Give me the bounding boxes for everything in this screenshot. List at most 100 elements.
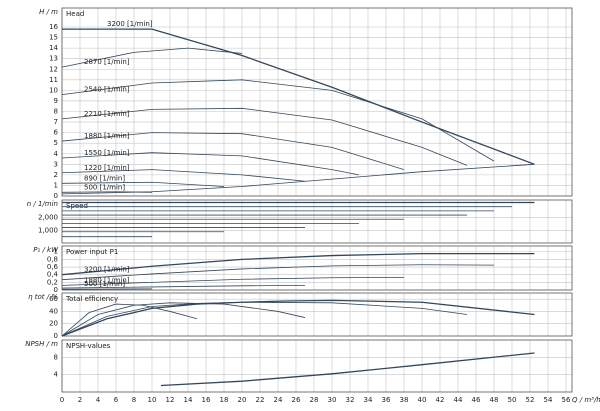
- y-axis-label: η tot / %: [28, 293, 58, 301]
- x-tick-label: 20: [238, 396, 247, 404]
- y-axis-label: NPSH / m: [25, 340, 58, 348]
- y-tick-label: 2,000: [38, 214, 58, 222]
- y-tick-label: 4: [54, 371, 59, 379]
- x-tick-label: 42: [436, 396, 445, 404]
- curve: [61, 302, 306, 337]
- x-tick-label: 48: [490, 396, 499, 404]
- x-tick-label: 56: [562, 396, 571, 404]
- y-tick-label: 3: [54, 160, 58, 168]
- y-tick-label: 8: [54, 108, 58, 116]
- y-tick-label: 11: [49, 76, 58, 84]
- curve: [61, 285, 306, 289]
- y-tick-label: 60: [49, 295, 58, 303]
- curve-label: 1880 [1/min]: [84, 276, 130, 284]
- y-tick-label: 2: [54, 171, 58, 179]
- panel-frame: [61, 199, 573, 244]
- y-tick-label: 0: [54, 192, 58, 200]
- x-tick-label: 10: [148, 396, 157, 404]
- y-tick-label: 0,8: [47, 255, 58, 263]
- curve: [61, 169, 306, 182]
- x-tick-label: 40: [418, 396, 427, 404]
- curve-label: 2210 [1/min]: [84, 110, 130, 118]
- y-tick-label: 16: [49, 23, 58, 31]
- y-tick-label: 1: [54, 181, 58, 189]
- x-tick-label: 52: [526, 396, 535, 404]
- curve: [62, 28, 535, 165]
- y-tick-label: 13: [49, 55, 58, 63]
- curve: [61, 303, 198, 337]
- curve-label: 3200 [1/min]: [84, 266, 130, 274]
- curve-label: 1880 [1/min]: [84, 132, 130, 140]
- curve: [61, 47, 243, 68]
- x-axis-label: Q / m³/h: [572, 396, 600, 404]
- panel-frame: [61, 245, 573, 291]
- y-tick-label: 1: [54, 248, 58, 256]
- panel-title: Total efficiency: [65, 295, 118, 303]
- x-tick-label: 38: [400, 396, 409, 404]
- x-tick-label: 30: [328, 396, 337, 404]
- y-tick-label: 14: [49, 44, 58, 52]
- y-tick-label: 7: [54, 118, 58, 126]
- x-tick-label: 12: [166, 396, 175, 404]
- panel-title: Head: [66, 10, 84, 18]
- x-tick-label: 18: [220, 396, 229, 404]
- y-tick-label: 12: [49, 65, 58, 73]
- curve: [61, 264, 495, 281]
- curve: [160, 352, 535, 387]
- x-tick-label: 14: [184, 396, 193, 404]
- panel-frame: [61, 7, 573, 197]
- y-tick-label: 0,2: [47, 278, 58, 286]
- curve-label: 1220 [1/min]: [84, 164, 130, 172]
- y-tick-label: 0,4: [47, 271, 59, 279]
- y-axis-label: P₁ / kW: [33, 246, 59, 254]
- curve-label: 890 [1/min]: [84, 174, 125, 182]
- curve-label: 2540 [1/min]: [84, 86, 130, 94]
- y-tick-label: 4: [54, 150, 59, 158]
- y-tick-label: 15: [49, 34, 58, 42]
- curve: [61, 163, 535, 195]
- y-tick-label: 8: [54, 353, 58, 361]
- curve: [61, 181, 225, 187]
- y-tick-label: 5: [54, 139, 58, 147]
- x-tick-label: 44: [454, 396, 463, 404]
- curve: [61, 132, 405, 170]
- y-tick-label: 0: [54, 286, 58, 294]
- y-tick-label: 9: [54, 97, 58, 105]
- panel-title: NPSH-values: [66, 342, 111, 350]
- x-tick-label: 4: [96, 396, 101, 404]
- x-tick-label: 54: [544, 396, 553, 404]
- y-tick-label: 1,000: [38, 226, 58, 234]
- x-tick-label: 6: [114, 396, 119, 404]
- x-tick-label: 0: [60, 396, 64, 404]
- curve-label: 3200 [1/min]: [107, 20, 153, 28]
- y-axis-label: n / 1/min: [27, 200, 58, 208]
- x-tick-label: 32: [346, 396, 355, 404]
- curve-label: 2870 [1/min]: [84, 58, 130, 66]
- y-tick-label: 6: [54, 129, 59, 137]
- curve: [61, 253, 535, 276]
- x-tick-label: 34: [364, 396, 373, 404]
- x-tick-label: 46: [472, 396, 481, 404]
- x-tick-label: 8: [132, 396, 136, 404]
- y-tick-label: 40: [49, 307, 58, 315]
- x-tick-label: 2: [78, 396, 82, 404]
- curve-label: 1550 [1/min]: [84, 149, 130, 157]
- y-tick-label: 10: [49, 86, 58, 94]
- curve: [61, 276, 405, 286]
- curve: [61, 301, 468, 337]
- x-tick-label: 16: [202, 396, 211, 404]
- x-tick-label: 36: [382, 396, 391, 404]
- y-tick-label: 0: [54, 332, 58, 340]
- curve: [61, 107, 468, 166]
- panel-frame: [61, 339, 573, 393]
- curve-label: 500 [1/min]: [84, 280, 125, 288]
- panel-title: Power input P1: [66, 248, 118, 256]
- panel-frame: [61, 292, 573, 337]
- y-tick-label: 20: [49, 320, 58, 328]
- x-tick-label: 50: [508, 396, 517, 404]
- x-tick-label: 26: [292, 396, 301, 404]
- curve: [61, 79, 495, 162]
- panel-title: Speed: [66, 202, 88, 210]
- curve: [61, 152, 360, 176]
